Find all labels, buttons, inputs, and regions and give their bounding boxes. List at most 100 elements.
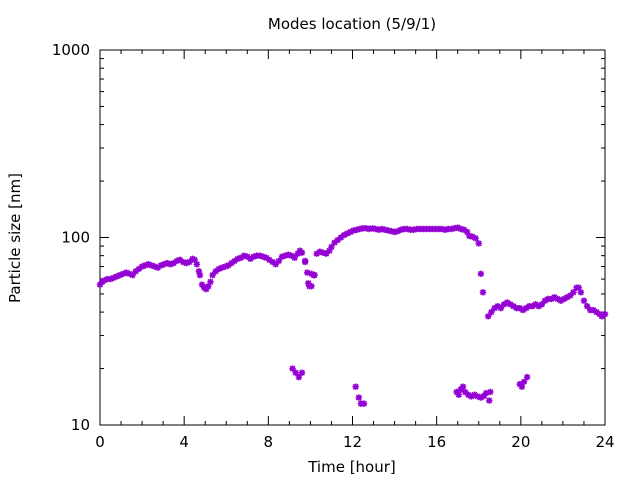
data-point bbox=[487, 388, 494, 396]
data-point bbox=[266, 256, 273, 264]
data-point bbox=[469, 233, 476, 240]
data-point bbox=[477, 394, 485, 401]
data-point bbox=[234, 255, 242, 262]
data-point bbox=[477, 270, 485, 278]
data-point bbox=[101, 277, 108, 284]
data-point bbox=[301, 257, 309, 265]
data-point bbox=[138, 263, 146, 270]
data-point bbox=[221, 263, 229, 270]
data-point bbox=[510, 303, 517, 310]
data-point bbox=[340, 231, 348, 239]
data-point bbox=[170, 259, 177, 267]
data-point bbox=[288, 252, 295, 259]
data-point bbox=[563, 294, 571, 301]
data-point bbox=[289, 365, 296, 372]
data-point bbox=[551, 294, 558, 301]
data-point bbox=[135, 265, 143, 273]
data-point bbox=[598, 313, 606, 320]
data-point bbox=[113, 273, 121, 280]
data-point bbox=[532, 301, 539, 308]
data-point bbox=[583, 303, 591, 310]
data-point bbox=[474, 393, 481, 400]
data-point bbox=[298, 249, 306, 256]
data-point bbox=[209, 271, 216, 279]
data-point bbox=[557, 297, 565, 304]
y-axis: 10 100 1000 bbox=[52, 41, 605, 434]
data-point bbox=[601, 310, 609, 318]
data-point bbox=[186, 258, 193, 266]
data-point bbox=[250, 253, 257, 260]
data-point bbox=[322, 250, 330, 257]
data-point bbox=[231, 257, 238, 265]
data-point bbox=[472, 235, 479, 242]
data-point bbox=[256, 252, 264, 259]
data-point bbox=[461, 388, 469, 396]
data-point bbox=[523, 373, 531, 381]
data-point bbox=[164, 259, 171, 267]
data-point bbox=[244, 253, 251, 260]
data-point bbox=[110, 274, 117, 281]
data-point bbox=[173, 257, 181, 265]
data-point bbox=[196, 271, 204, 279]
data-point bbox=[326, 247, 333, 254]
data-point bbox=[519, 306, 527, 314]
data-point bbox=[292, 369, 299, 376]
x-axis: 0 4 8 12 16 20 24 bbox=[95, 50, 615, 451]
x-tick-label: 16 bbox=[427, 433, 446, 451]
data-point bbox=[503, 299, 511, 306]
data-point bbox=[520, 378, 528, 385]
y-tick-label: 100 bbox=[61, 229, 90, 247]
data-point bbox=[344, 230, 351, 237]
data-point bbox=[272, 261, 279, 268]
data-point bbox=[331, 239, 338, 246]
data-point bbox=[460, 226, 468, 233]
data-point bbox=[471, 391, 478, 398]
data-point bbox=[225, 262, 232, 269]
data-point bbox=[491, 304, 498, 312]
data-point bbox=[215, 265, 223, 273]
data-point bbox=[567, 292, 574, 299]
data-point bbox=[488, 308, 495, 316]
data-point bbox=[311, 271, 318, 279]
data-point bbox=[497, 304, 505, 312]
plot-border bbox=[99, 49, 606, 426]
data-point bbox=[455, 391, 462, 398]
data-point bbox=[482, 389, 490, 397]
data-point bbox=[480, 392, 488, 400]
data-point bbox=[145, 261, 152, 268]
data-point bbox=[198, 281, 206, 288]
data-point bbox=[269, 258, 276, 266]
data-point bbox=[247, 255, 254, 262]
data-point bbox=[475, 240, 482, 247]
data-point bbox=[183, 259, 190, 267]
data-point bbox=[360, 400, 368, 407]
data-point bbox=[454, 224, 461, 231]
data-point bbox=[132, 268, 139, 275]
data-point bbox=[240, 252, 248, 259]
data-point bbox=[570, 289, 577, 296]
data-points bbox=[96, 224, 609, 407]
x-tick-label: 0 bbox=[95, 433, 105, 451]
data-point bbox=[394, 228, 401, 235]
data-point bbox=[212, 268, 219, 275]
data-point bbox=[126, 270, 133, 278]
data-point bbox=[305, 280, 312, 287]
data-point bbox=[157, 262, 165, 269]
data-point bbox=[294, 250, 301, 257]
data-point bbox=[313, 250, 320, 257]
data-point bbox=[352, 383, 359, 390]
data-point bbox=[291, 254, 298, 261]
plot-frame bbox=[99, 49, 606, 426]
data-point bbox=[466, 232, 473, 240]
data-point bbox=[328, 243, 335, 251]
data-point bbox=[575, 284, 582, 291]
data-point bbox=[295, 373, 303, 381]
data-point bbox=[151, 263, 158, 270]
data-point bbox=[285, 251, 292, 258]
data-point bbox=[107, 275, 114, 283]
chart-title: Modes location (5/9/1) bbox=[268, 15, 436, 33]
data-point bbox=[486, 397, 493, 404]
y-axis-title: Particle size [nm] bbox=[6, 173, 24, 303]
data-point bbox=[554, 295, 561, 303]
